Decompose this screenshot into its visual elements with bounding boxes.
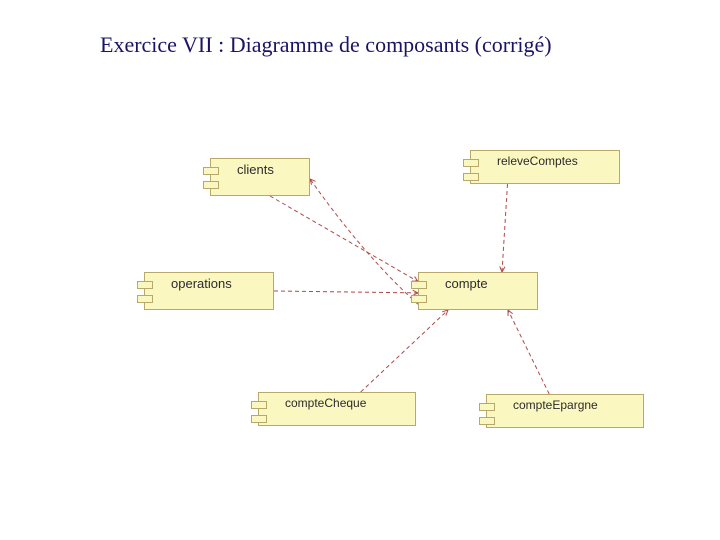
edge-clients-to-compte	[270, 196, 418, 282]
component-lug	[411, 281, 427, 289]
edge-compteCheque-to-compte	[361, 310, 448, 392]
component-label: releveComptes	[497, 154, 578, 168]
component-lug	[479, 403, 495, 411]
component-lug	[203, 181, 219, 189]
component-lug	[203, 167, 219, 175]
component-compte: compte	[418, 272, 538, 310]
component-lug	[479, 417, 495, 425]
edge-operations-to-compte	[274, 290, 418, 295]
edge-compteEpargne-to-compte	[508, 310, 549, 394]
component-lug	[251, 401, 267, 409]
component-compteEpargne: compteEpargne	[486, 394, 644, 428]
component-label: clients	[237, 162, 274, 177]
edges-layer	[0, 0, 720, 540]
component-label: compteEpargne	[513, 398, 598, 412]
edge-releveComptes-to-compte	[500, 184, 508, 272]
component-label: compte	[445, 276, 488, 291]
component-lug	[411, 295, 427, 303]
component-lug	[251, 415, 267, 423]
component-lug	[137, 281, 153, 289]
page-title: Exercice VII : Diagramme de composants (…	[100, 32, 552, 58]
component-clients: clients	[210, 158, 310, 196]
component-lug	[137, 295, 153, 303]
component-label: operations	[171, 276, 232, 291]
component-lug	[463, 173, 479, 181]
component-lug	[463, 159, 479, 167]
edge-compte-to-clients	[310, 179, 418, 304]
diagram-stage: Exercice VII : Diagramme de composants (…	[0, 0, 720, 540]
component-operations: operations	[144, 272, 274, 310]
component-releveComptes: releveComptes	[470, 150, 620, 184]
component-compteCheque: compteCheque	[258, 392, 416, 426]
component-label: compteCheque	[285, 396, 366, 410]
